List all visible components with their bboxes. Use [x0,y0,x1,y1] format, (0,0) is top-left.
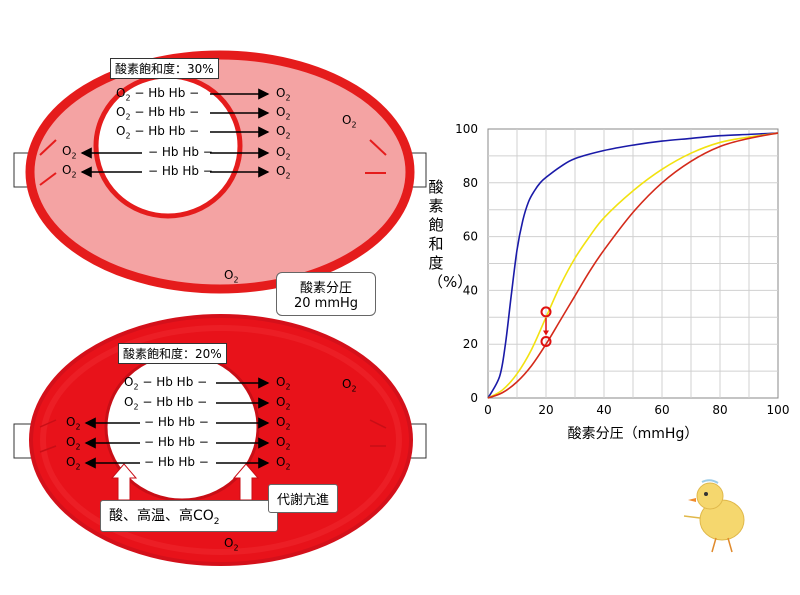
x-tick-label: 80 [712,403,727,417]
chick-illustration [683,479,745,553]
y-tick-label: 100 [455,122,478,136]
bottom-row-5: − Hb Hb − [144,455,209,469]
x-axis-label: 酸素分圧（mmHg） [568,426,699,442]
x-tick-label: 20 [538,403,553,417]
top-o2-free-1: O2 [342,113,357,130]
y-tick-label: 0 [470,391,478,405]
top-row-5: − Hb Hb − [148,164,213,178]
top-o2-left-2: O2 [62,163,77,180]
up-arrow-left [110,463,138,501]
top-o2-right-2: O2 [276,105,291,122]
top-o2-right-3: O2 [276,124,291,141]
bottom-o2-left-2: O2 [66,435,81,452]
series-line-2 [487,132,779,399]
metabolism-callout: 代謝亢進 [268,484,339,513]
y-tick-label: 40 [463,283,478,297]
bottom-row-3: − Hb Hb − [144,415,209,429]
y-tick-label: 80 [463,176,478,190]
top-o2-free-2: O2 [224,268,239,285]
top-row-2: O2 − Hb Hb − [116,105,200,122]
bottom-o2-right-3: O2 [276,415,291,432]
bottom-row-4: − Hb Hb − [144,435,209,449]
bottom-o2-free-1: O2 [342,377,357,394]
bottom-row-2: O2 − Hb Hb − [124,395,208,412]
top-o2-right-5: O2 [276,164,291,181]
chart-ylabel: 酸素飽和度（%） [428,178,473,291]
bottom-o2-right-4: O2 [276,435,291,452]
up-arrow-right [232,463,260,501]
top-o2-left-1: O2 [62,144,77,161]
bottom-o2-right-2: O2 [276,395,291,412]
bottom-cell-body-shade [40,325,402,555]
top-arrows [80,88,270,178]
top-row-4: − Hb Hb − [148,145,213,159]
bottom-arrows [84,377,270,469]
cause-callout: 酸、高温、高CO2 [100,500,278,532]
top-o2-right-4: O2 [276,145,291,162]
bottom-o2-right-5: O2 [276,455,291,472]
pressure-callout-value: 20 mmHg [293,296,359,311]
marker-point-2 [540,336,552,348]
bottom-o2-left-1: O2 [66,415,81,432]
marker-shift-arrowhead [543,330,549,336]
pressure-callout: 酸素分圧 20 mmHg [276,272,376,316]
series-line-1 [487,132,779,399]
bottom-o2-right-1: O2 [276,375,291,392]
bottom-row-1: O2 − Hb Hb − [124,375,208,392]
pressure-callout-title: 酸素分圧 [299,281,352,296]
top-saturation-label: 酸素飽和度：30% [110,58,219,79]
bottom-saturation-label: 酸素飽和度：20% [118,343,227,364]
top-o2-right-1: O2 [276,86,291,103]
marker-point-1 [540,306,552,318]
x-tick-label: 60 [654,403,669,417]
bottom-o2-left-3: O2 [66,455,81,472]
x-tick-label: 40 [596,403,611,417]
series-line-3 [487,132,779,399]
top-row-3: O2 − Hb Hb − [116,124,200,141]
top-row-1: O2 − Hb Hb − [116,86,200,103]
x-tick-label: 100 [767,403,790,417]
y-tick-label: 20 [463,337,478,351]
bottom-o2-free-2: O2 [224,536,239,553]
y-tick-label: 60 [463,230,478,244]
oxygen-dissociation-chart: 0 20 40 60 80 100 0 20 40 60 80 100 酸素分圧（mmHg） [455,122,790,442]
x-tick-label: 0 [484,403,492,417]
